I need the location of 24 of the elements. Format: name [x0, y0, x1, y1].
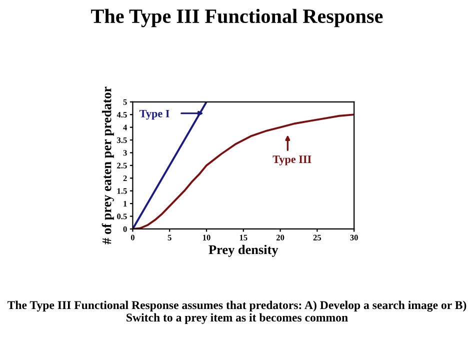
y-tick-label: 3	[123, 150, 127, 156]
y-tick-label: 2	[123, 176, 127, 182]
x-tick-label: 5	[168, 234, 172, 240]
y-tick-label: 2.5	[117, 162, 127, 168]
annotation: Type I	[140, 110, 170, 120]
y-tick-label: 4.5	[116, 112, 127, 118]
x-axis-title: Prey density	[208, 244, 278, 257]
y-tick-label: 5	[123, 99, 127, 105]
x-tick-label: 15	[240, 234, 248, 240]
x-tick-label: 10	[203, 234, 210, 240]
y-tick-label: 0.5	[117, 214, 127, 220]
y-tick-label: 1.5	[117, 188, 127, 194]
x-tick-label: 30	[350, 234, 358, 240]
y-axis-title: # of prey eaten per predator	[102, 86, 114, 244]
y-tick-label: 3.5	[117, 137, 127, 144]
annotation: Type III	[272, 156, 312, 166]
x-tick-label: 20	[276, 234, 284, 240]
chart-title: The Type III Functional Response	[91, 8, 383, 28]
y-tick-label: 1	[124, 200, 127, 206]
y-tick-label: 4	[123, 124, 128, 130]
x-tick-label: 0	[130, 234, 134, 240]
text: The Type III Functional Response assumes that predators: A) Develop a search image or B) Switch to a prey item as it becomes common	[8, 300, 466, 324]
y-tick-label: 0	[123, 226, 127, 232]
x-tick-label: 25	[313, 234, 322, 240]
